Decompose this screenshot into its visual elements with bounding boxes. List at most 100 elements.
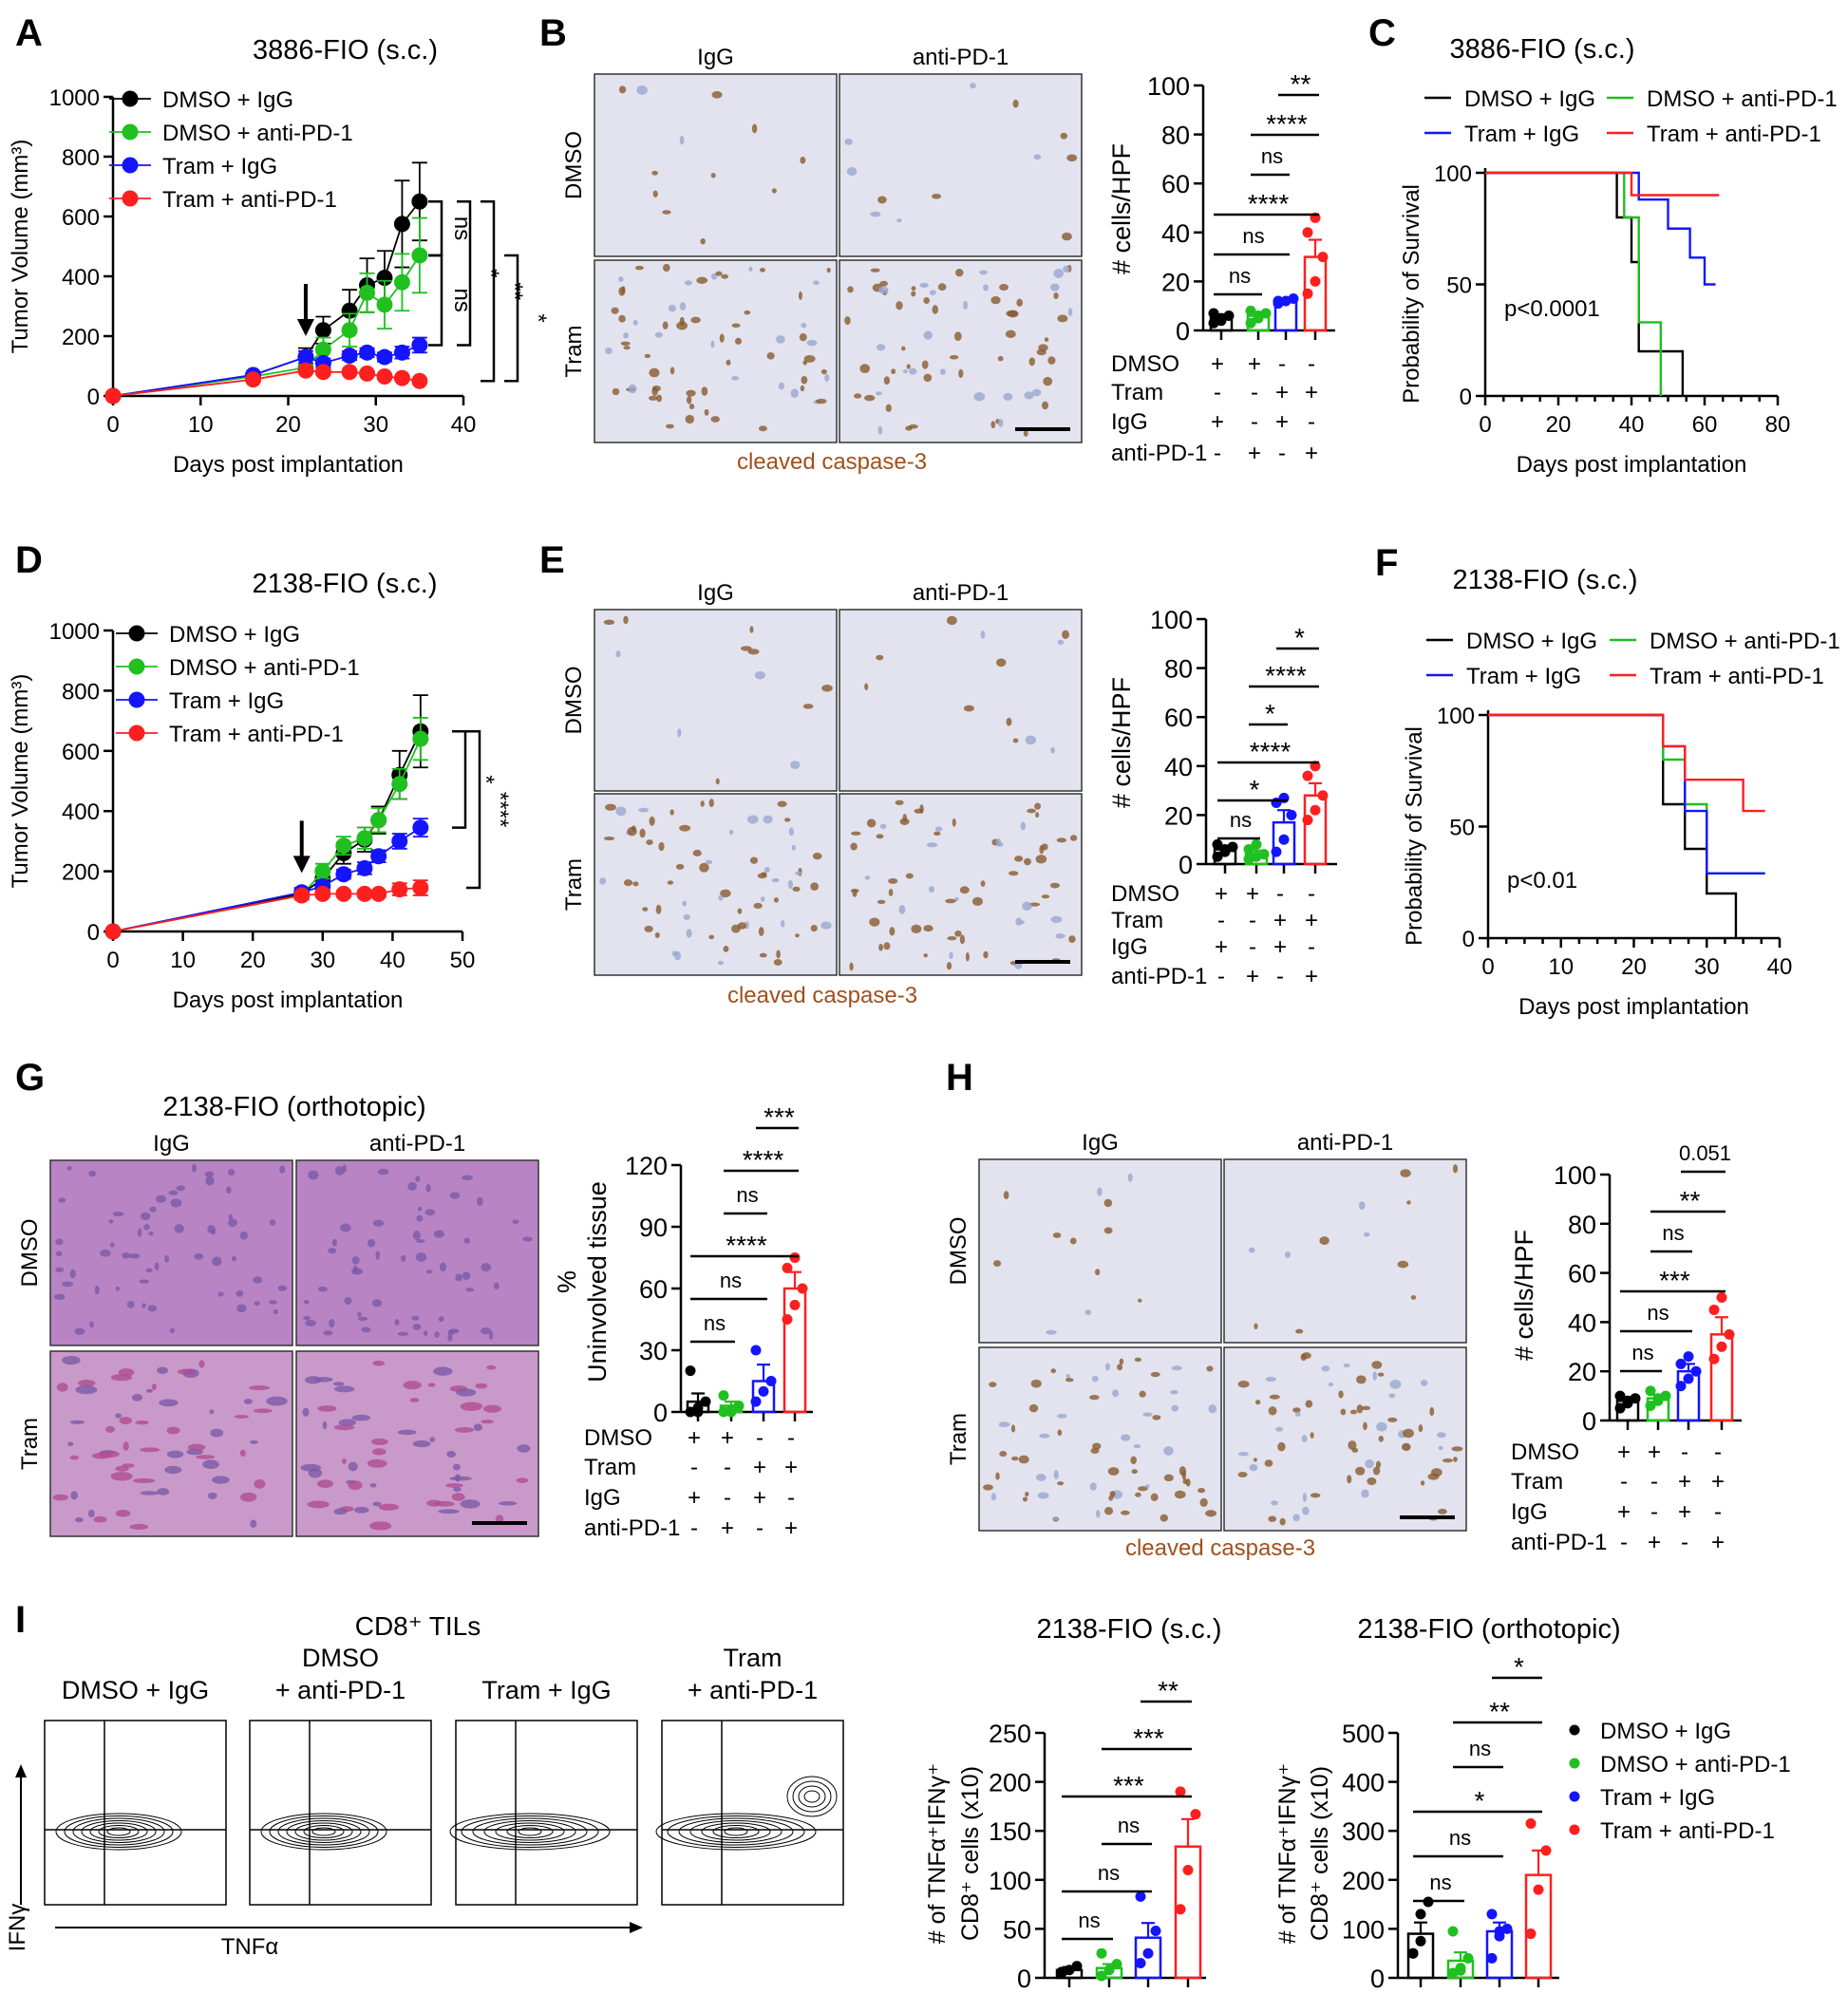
cell (1089, 1482, 1097, 1491)
cell (1403, 1428, 1414, 1439)
table-sign: - (1681, 1439, 1688, 1465)
cell (799, 333, 807, 342)
cell (139, 1279, 150, 1284)
cell (231, 1255, 237, 1262)
table-sign: - (1650, 1469, 1658, 1495)
cell (997, 355, 1004, 362)
cell (876, 834, 884, 839)
table-sign: - (1620, 1469, 1628, 1495)
cell (800, 385, 805, 392)
data-point (1302, 770, 1313, 781)
cell (690, 316, 701, 324)
cell (1096, 1510, 1101, 1518)
significance-label: ns (720, 1269, 742, 1292)
micrograph (594, 73, 838, 257)
data-point (1415, 1935, 1426, 1947)
cell (1121, 1434, 1131, 1441)
legend-label: DMSO + anti-PD-1 (169, 655, 360, 681)
cell (605, 803, 616, 811)
cell (1182, 1478, 1188, 1485)
legend-label: DMSO + anti-PD-1 (1647, 86, 1838, 112)
cell (269, 1219, 276, 1226)
cell (921, 360, 929, 369)
cell (1050, 283, 1060, 292)
cell (959, 886, 970, 894)
y-tick-label: 90 (639, 1213, 668, 1242)
flow-plot (449, 1720, 638, 1906)
y-tick-label: 80 (1568, 1211, 1596, 1239)
data-point (1071, 1961, 1083, 1972)
cell (700, 237, 706, 245)
cell (748, 266, 753, 272)
cell (801, 376, 808, 385)
cell (1437, 1432, 1446, 1439)
cell (1292, 1514, 1300, 1522)
x-tick-label: 20 (240, 948, 266, 973)
contour (803, 1790, 820, 1803)
cell (154, 1262, 160, 1271)
y-tick-label: 0 (1017, 1965, 1031, 1993)
cell (137, 1228, 142, 1237)
legend-label: Tram + anti-PD-1 (1600, 1818, 1775, 1844)
y-tick-label: 60 (1164, 704, 1193, 732)
cell (885, 404, 892, 412)
data-point (1310, 804, 1321, 816)
cell (317, 1286, 328, 1292)
panel-letter: C (1368, 12, 1396, 54)
cell (900, 346, 906, 351)
cell (1268, 1515, 1277, 1522)
contour (449, 1813, 611, 1851)
data-point (1614, 1402, 1626, 1414)
cell (446, 1451, 457, 1458)
cell (717, 960, 725, 966)
cell (499, 1500, 518, 1506)
data-point (1724, 1328, 1735, 1340)
series-line (112, 200, 421, 397)
cell (1163, 1446, 1174, 1456)
cell (243, 1399, 253, 1404)
micrograph-background (839, 73, 1083, 257)
panel-letter: D (15, 539, 43, 581)
micrograph (49, 1350, 293, 1537)
cell (790, 388, 800, 398)
cell (62, 1281, 74, 1288)
cell (990, 1493, 997, 1501)
cell (1035, 812, 1040, 818)
cell (911, 924, 922, 933)
cell (516, 1477, 529, 1483)
cell (648, 395, 658, 401)
cell (1050, 746, 1055, 754)
table-sign: + (1648, 1439, 1661, 1465)
cell (787, 879, 793, 890)
cell (759, 952, 767, 958)
cell (763, 815, 773, 824)
cell (623, 615, 629, 625)
data-point (789, 1299, 801, 1310)
cell (937, 283, 947, 292)
y-tick-label: 120 (625, 1152, 668, 1180)
cell (1238, 1451, 1249, 1457)
cell (412, 1231, 421, 1241)
cell (1092, 1442, 1102, 1450)
cell (1442, 1458, 1454, 1463)
cell (603, 837, 615, 841)
cell (371, 1299, 383, 1307)
cell (493, 1282, 500, 1290)
cell (1145, 1484, 1150, 1489)
cell (1025, 1491, 1029, 1497)
cell (1319, 1236, 1329, 1246)
cell (612, 387, 620, 396)
cell (710, 340, 715, 348)
table-sign: - (1214, 441, 1221, 466)
p-value: p<0.0001 (1504, 296, 1600, 322)
cell (1377, 1372, 1385, 1377)
cell (1060, 132, 1068, 140)
cell (157, 1366, 168, 1374)
cell (803, 355, 816, 363)
cell (952, 818, 956, 827)
cell (949, 354, 959, 360)
significance-label: ns (1229, 264, 1251, 288)
cell (357, 1311, 362, 1317)
data-point (1652, 1393, 1664, 1404)
cell (105, 1425, 116, 1433)
